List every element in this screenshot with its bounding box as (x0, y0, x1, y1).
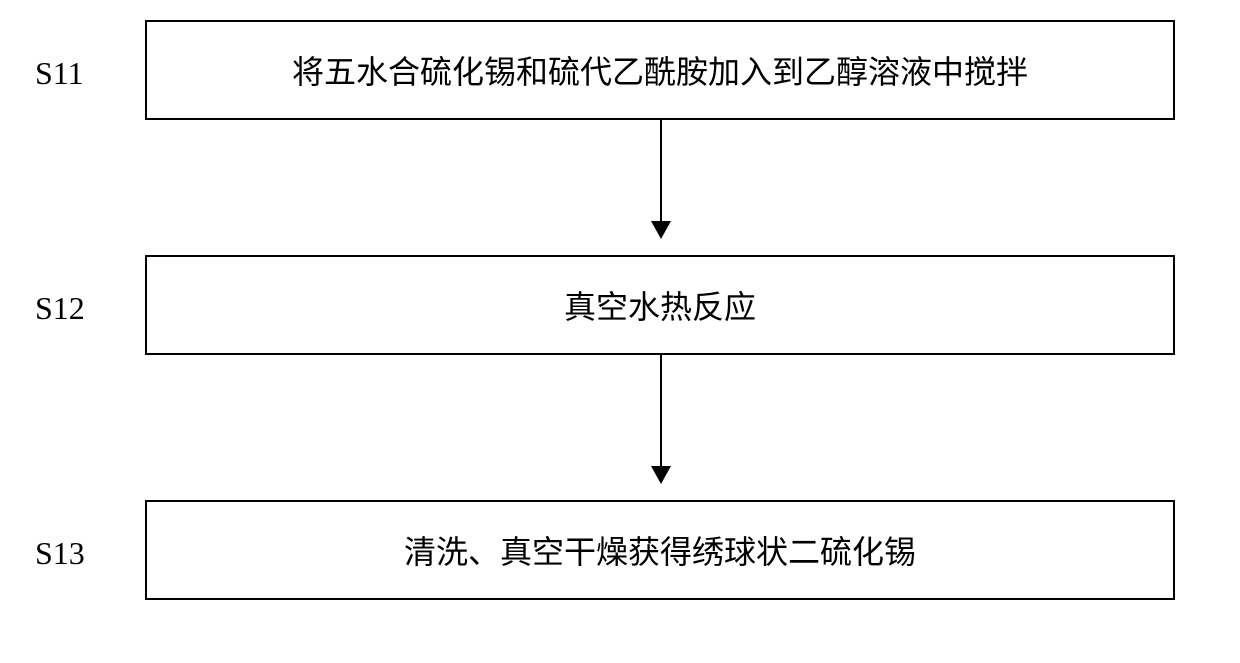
step-text-s12: 真空水热反应 (564, 282, 756, 328)
step-box-s12: 真空水热反应 (145, 255, 1175, 355)
step-label-s11: S11 (35, 55, 84, 92)
flowchart-container: S11 将五水合硫化锡和硫代乙酰胺加入到乙醇溶液中搅拌 S12 真空水热反应 S… (0, 0, 1240, 663)
step-box-s13: 清洗、真空干燥获得绣球状二硫化锡 (145, 500, 1175, 600)
step-text-s13: 清洗、真空干燥获得绣球状二硫化锡 (404, 527, 916, 573)
step-label-s12: S12 (35, 290, 85, 327)
arrow-s12-s13 (660, 355, 662, 482)
arrow-s11-s12 (660, 120, 662, 237)
step-label-s13: S13 (35, 535, 85, 572)
step-text-s11: 将五水合硫化锡和硫代乙酰胺加入到乙醇溶液中搅拌 (292, 47, 1028, 93)
step-box-s11: 将五水合硫化锡和硫代乙酰胺加入到乙醇溶液中搅拌 (145, 20, 1175, 120)
